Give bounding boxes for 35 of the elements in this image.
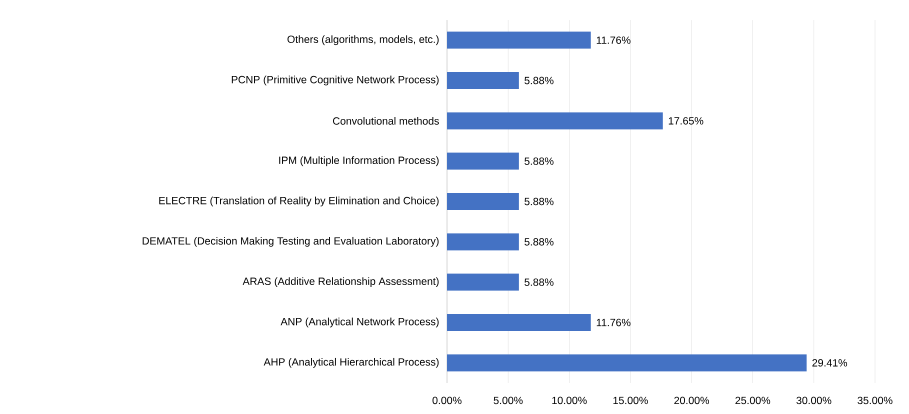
data-label: 29.41%	[812, 359, 848, 367]
y-tick-label: ELECTRE (Translation of Reality by Elimination and Choice)	[159, 196, 439, 206]
data-label: 5.88%	[524, 157, 554, 165]
data-label: 17.65%	[668, 117, 704, 125]
data-label: 11.76%	[596, 36, 630, 44]
bar	[447, 72, 519, 90]
bar	[447, 354, 807, 372]
bar	[447, 32, 591, 49]
y-tick-label: ARAS (Additive Relationship Assessment)	[242, 277, 439, 288]
data-label: 5.88%	[524, 238, 554, 246]
x-tick-label: 10.00%	[552, 396, 587, 404]
x-tick-label: 5.00%	[494, 396, 523, 404]
data-label: 5.88%	[524, 278, 554, 286]
data-label: 5.88%	[524, 76, 554, 84]
data-label: 11.76%	[596, 318, 630, 326]
data-label: 5.88%	[524, 198, 554, 206]
x-tick-label: 25.00%	[735, 396, 770, 404]
x-tick-label: 20.00%	[674, 396, 710, 404]
x-tick-label: 35.00%	[858, 396, 892, 404]
y-tick-label: PCNP (Primitive Cognitive Network Process)	[232, 76, 439, 86]
bar	[447, 112, 663, 130]
bar	[447, 274, 519, 291]
bar	[447, 314, 591, 332]
bar	[447, 152, 519, 170]
y-tick-label: DEMATEL (Decision Making Testing and Evaluation Laboratory)	[142, 236, 439, 247]
x-tick-label: 15.00%	[613, 396, 648, 404]
bar	[447, 233, 519, 250]
y-tick-label: IPM (Multiple Information Process)	[279, 156, 439, 166]
y-tick-label: Others (algorithms, models, etc.)	[288, 35, 439, 46]
bar	[447, 193, 519, 210]
y-tick-label: AHP (Analytical Hierarchical Process)	[264, 358, 439, 368]
y-tick-label: ANP (Analytical Network Process)	[280, 318, 439, 328]
x-tick-label: 0.00%	[432, 396, 462, 404]
y-tick-label: Convolutional methods	[333, 116, 439, 125]
x-tick-label: 30.00%	[796, 396, 832, 404]
